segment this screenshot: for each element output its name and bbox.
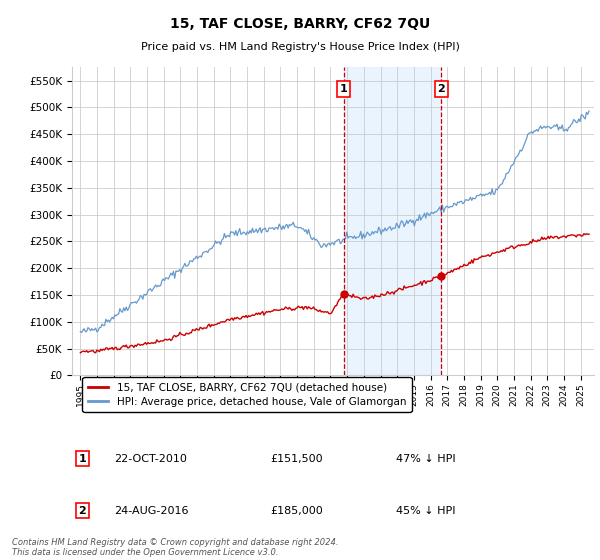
Text: 1: 1: [79, 454, 86, 464]
Text: £151,500: £151,500: [271, 454, 323, 464]
Text: 45% ↓ HPI: 45% ↓ HPI: [395, 506, 455, 516]
Text: 24-AUG-2016: 24-AUG-2016: [114, 506, 188, 516]
Text: 22-OCT-2010: 22-OCT-2010: [114, 454, 187, 464]
Text: 2: 2: [79, 506, 86, 516]
Text: 2: 2: [437, 84, 445, 94]
Bar: [344, 67, 442, 375]
Text: 47% ↓ HPI: 47% ↓ HPI: [395, 454, 455, 464]
Text: 15, TAF CLOSE, BARRY, CF62 7QU: 15, TAF CLOSE, BARRY, CF62 7QU: [170, 17, 430, 31]
Text: 1: 1: [340, 84, 348, 94]
Text: £185,000: £185,000: [271, 506, 323, 516]
Legend: 15, TAF CLOSE, BARRY, CF62 7QU (detached house), HPI: Average price, detached ho: 15, TAF CLOSE, BARRY, CF62 7QU (detached…: [82, 377, 412, 412]
Text: Contains HM Land Registry data © Crown copyright and database right 2024.
This d: Contains HM Land Registry data © Crown c…: [12, 538, 338, 557]
Text: Price paid vs. HM Land Registry's House Price Index (HPI): Price paid vs. HM Land Registry's House …: [140, 42, 460, 52]
